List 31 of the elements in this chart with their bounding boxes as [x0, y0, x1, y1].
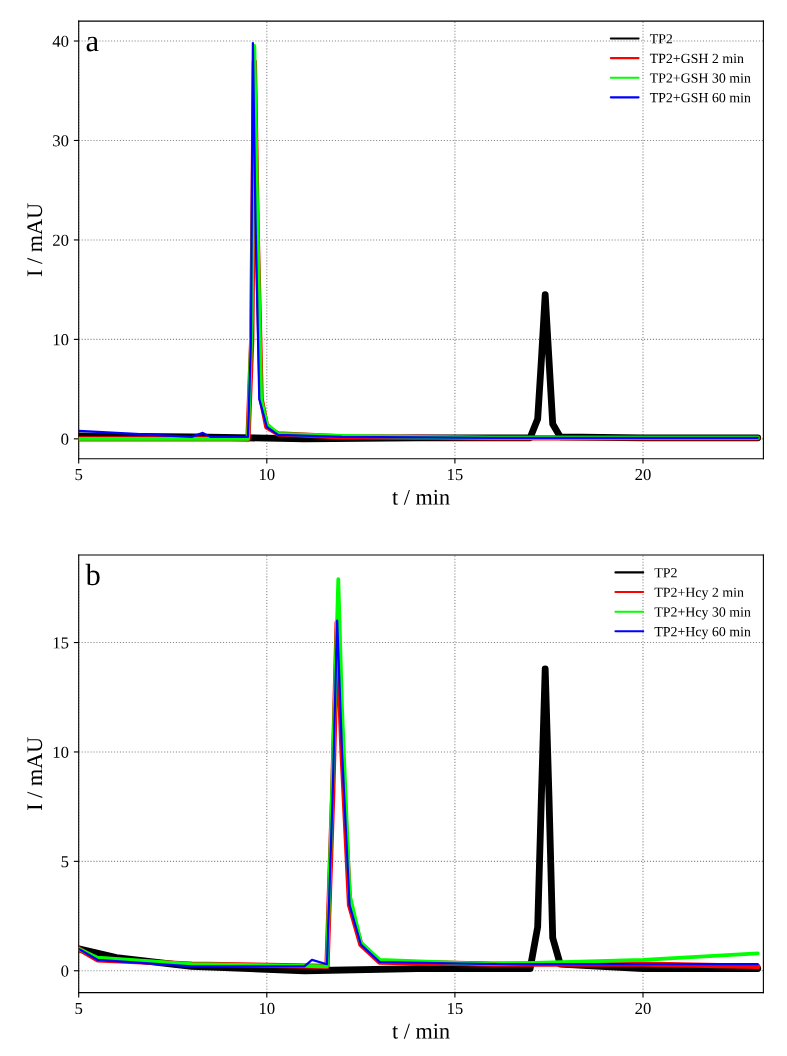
x-tick-label: 20: [635, 468, 651, 481]
y-axis-title: I / mAU: [27, 203, 43, 277]
x-tick-label: 15: [448, 1002, 463, 1015]
chart-title: b: [85, 563, 100, 586]
y-tick-label: 5: [61, 856, 69, 868]
y-tick-label: 40: [52, 35, 69, 47]
y-tick-label: 0: [61, 965, 69, 977]
legend-label: TP2+GSH 30 min: [649, 73, 751, 83]
chart-title: a: [86, 36, 99, 52]
y-tick-label: 10: [53, 746, 69, 758]
y-tick-label: 0: [61, 433, 69, 445]
x-tick-label: 20: [635, 1002, 651, 1015]
y-tick-label: 30: [53, 135, 69, 147]
legend-label: TP2+GSH 60 min: [649, 92, 751, 103]
legend-label: TP2: [649, 34, 673, 44]
y-tick-label: 20: [53, 234, 69, 246]
legend-label: TP2+Hcy 60 min: [654, 626, 751, 640]
x-axis-title: t / min: [392, 1023, 450, 1039]
x-tick-label: 10: [259, 1002, 275, 1015]
x-tick-label: 5: [75, 469, 83, 481]
legend-label: TP2+Hcy 30 min: [654, 607, 751, 620]
x-tick-label: 15: [448, 469, 463, 481]
x-tick-label: 10: [259, 468, 275, 481]
x-tick-label: 5: [75, 1003, 83, 1015]
y-tick-label: 10: [53, 334, 69, 346]
y-tick-label: 15: [53, 637, 69, 649]
legend-label: TP2: [654, 568, 677, 578]
x-axis-title: t / min: [392, 489, 450, 505]
legend-label: TP2+Hcy 2 min: [654, 587, 744, 600]
y-axis-title: I / mAU: [27, 737, 43, 811]
legend-label: TP2+GSH 2 min: [649, 53, 744, 64]
